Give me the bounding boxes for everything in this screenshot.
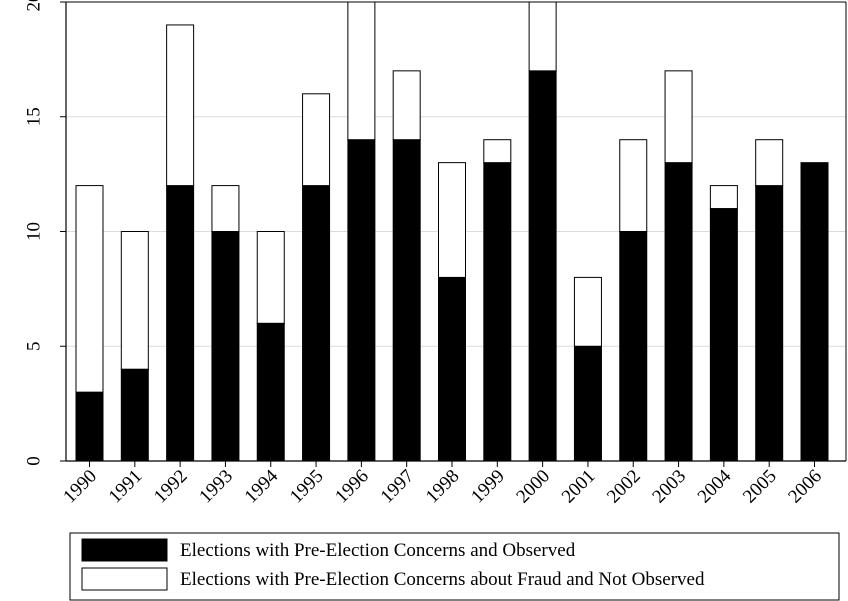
- x-tick-label: 1995: [286, 466, 328, 508]
- bar-segment-not-observed: [755, 139, 784, 187]
- bar-segment-observed: [573, 345, 602, 462]
- bar-segment-not-observed: [483, 139, 512, 164]
- bar-segment-observed: [75, 391, 104, 462]
- y-tick-label: 10: [24, 222, 45, 241]
- legend-label: Elections with Pre-Election Concerns and…: [180, 540, 576, 561]
- bar-segment-not-observed: [573, 276, 602, 347]
- bars: [75, 1, 829, 462]
- bar-segment-observed: [347, 139, 376, 462]
- bar-segment-not-observed: [166, 24, 195, 187]
- x-tick-label: 1997: [377, 466, 419, 508]
- y-tick-label: 20: [24, 0, 45, 12]
- bar-segment-not-observed: [75, 185, 104, 393]
- bar-segment-not-observed: [709, 185, 738, 210]
- x-tick-label: 1993: [195, 466, 237, 508]
- bar-segment-not-observed: [256, 231, 285, 324]
- x-tick-label: 1998: [422, 466, 464, 508]
- bar-segment-not-observed: [392, 70, 421, 141]
- x-tick-label: 2006: [784, 466, 826, 508]
- bar-segment-observed: [800, 162, 829, 462]
- y-tick-label: 15: [24, 107, 45, 126]
- bar-segment-observed: [664, 162, 693, 462]
- x-tick-label: 1992: [150, 466, 192, 508]
- bar-segment-observed: [256, 322, 285, 462]
- bar-segment-not-observed: [302, 93, 331, 187]
- bar-segment-observed: [755, 185, 784, 462]
- x-tick-label: 1999: [467, 466, 509, 508]
- x-tick-label: 1994: [241, 465, 283, 507]
- legend-box: [69, 532, 840, 601]
- bar-segment-observed: [438, 276, 466, 462]
- bar-segment-observed: [211, 231, 240, 462]
- bar-segment-observed: [302, 185, 331, 462]
- x-tick-label: 2000: [512, 466, 554, 508]
- bar-segment-observed: [483, 162, 512, 462]
- bar-segment-observed: [709, 208, 738, 462]
- bar-segment-not-observed: [664, 70, 693, 164]
- bar-segment-not-observed: [438, 162, 466, 278]
- bar-segment-observed: [120, 368, 149, 462]
- legend: Elections with Pre-Election Concerns and…: [69, 532, 840, 601]
- x-tick-label: 1990: [59, 466, 101, 508]
- legend-swatch: [81, 567, 168, 591]
- bar-segment-not-observed: [347, 1, 376, 141]
- x-tick-label: 2004: [694, 465, 736, 507]
- x-tick-label: 2005: [739, 466, 781, 508]
- bar-segment-observed: [619, 231, 648, 462]
- legend-swatch: [81, 538, 168, 562]
- bar-segment-not-observed: [211, 185, 240, 233]
- bar-segment-observed: [392, 139, 421, 462]
- x-tick-label: 2002: [603, 466, 645, 508]
- bar-segment-not-observed: [619, 139, 648, 232]
- y-tick-label: 5: [24, 342, 45, 352]
- x-tick-label: 2001: [558, 466, 600, 508]
- x-tick-label: 1996: [331, 466, 373, 508]
- x-tick-label: 1991: [105, 466, 147, 508]
- bar-segment-observed: [528, 70, 557, 462]
- bar-segment-observed: [166, 185, 195, 462]
- legend-label: Elections with Pre-Election Concerns abo…: [180, 569, 705, 590]
- x-tick-label: 2003: [648, 466, 690, 508]
- y-tick-label: 0: [24, 456, 45, 466]
- bar-segment-not-observed: [120, 231, 149, 370]
- bar-segment-not-observed: [528, 1, 557, 72]
